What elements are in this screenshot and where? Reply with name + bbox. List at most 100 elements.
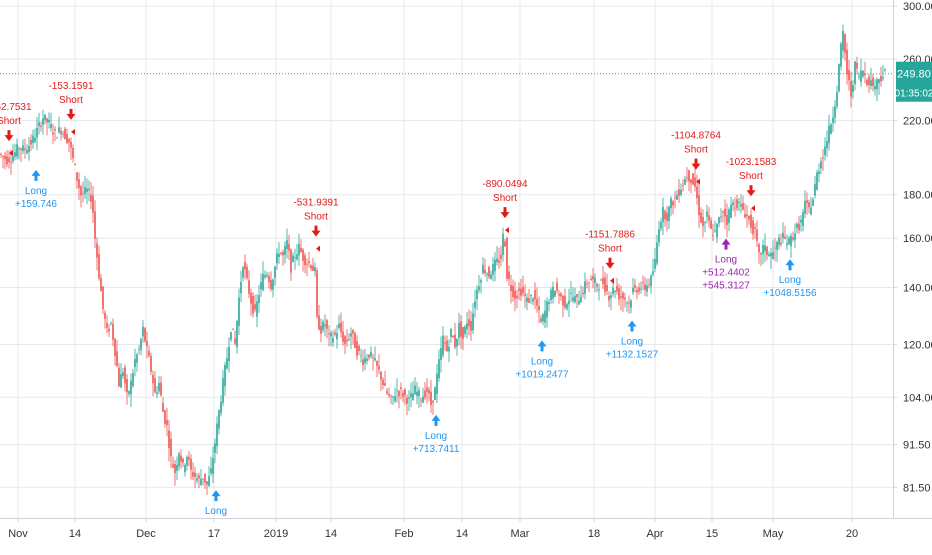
candle [234,330,236,346]
candle [846,42,848,85]
time-axis[interactable]: Nov 14 Dec 17 2019 14 Feb 14 Mar 18 Apr 15 May 20 [0,518,932,550]
candle [664,209,666,227]
candle [840,41,842,71]
signal-short: -1151.7886 Short [585,230,635,284]
signal-label: Short [304,212,328,223]
price-axis[interactable]: 300.00260.00220.00180.00160.00140.00120.… [893,0,932,550]
candle [436,363,438,404]
candle [304,252,306,274]
candle [278,242,280,264]
candle [64,126,66,140]
candle [154,371,156,394]
candle [408,390,410,412]
candle [722,210,724,223]
candle [662,197,664,236]
signal-long: Long +1048.5156 [763,259,817,299]
long-arrow-icon [31,169,41,181]
signal-label: Long [25,186,47,197]
candle [84,175,86,200]
candle [50,112,52,132]
candles [0,24,886,495]
candle [648,278,650,289]
candle [698,183,700,228]
candle [692,172,694,186]
candle [76,172,78,189]
candle [602,265,604,290]
candle [598,283,600,301]
time-tick-label: Nov [8,528,28,540]
signal-label: Long [621,336,643,347]
candle [230,331,232,343]
candle [828,114,830,151]
candle [328,325,330,347]
candle [880,66,882,87]
time-tick-label: Feb [395,528,414,540]
candle [284,241,286,264]
candle [72,144,74,163]
candle [872,73,874,92]
candle [454,322,456,350]
candle [196,473,198,484]
candle [462,326,464,350]
candle [372,353,374,371]
signal-long: Long +159.746 [15,169,57,210]
candle [446,335,448,353]
time-axis-bg [0,518,932,550]
long-arrow-icon [721,238,731,250]
candle [420,397,422,408]
candle [116,339,118,368]
candle [300,239,302,254]
candle [630,299,632,314]
short-flag-icon [696,178,700,185]
candle [208,466,210,487]
candle [252,291,254,318]
candle [812,197,814,207]
candle [678,178,680,203]
candle [530,294,532,305]
time-tick-label: 15 [706,528,718,540]
candle [214,438,216,464]
candle [186,455,188,471]
candle [400,382,402,400]
price-tick-label: 220.00 [903,116,932,128]
candle [376,360,378,378]
candle [746,205,748,228]
candle [522,275,524,297]
candle [118,362,120,387]
candle [862,69,864,79]
signal-label: -153.1591 [48,81,93,92]
candle [356,335,358,360]
candle [74,163,76,166]
candle [590,275,592,281]
short-arrow-icon [311,225,321,237]
time-tick-label: Apr [646,528,663,540]
candle [816,169,818,191]
candle [566,302,568,311]
candle [272,278,274,298]
candle [136,352,138,372]
candle [290,248,292,281]
candle [94,200,96,249]
candle [184,463,186,477]
candle [352,329,354,345]
candle [494,252,496,282]
candle [774,238,776,262]
candle [742,195,744,211]
candle [686,167,688,183]
candle [22,139,24,155]
candle [426,378,428,404]
price-tick-label: 120.00 [903,339,932,351]
candle [46,117,48,136]
signal-label: +713.7411 [413,444,460,455]
signal-short: -1023.1583 Short [726,157,777,212]
candle [626,300,628,312]
candle [486,271,488,282]
candle [792,231,794,243]
candle [100,273,102,292]
candle [288,234,290,260]
candle [14,143,16,161]
candle [850,71,852,108]
candle [286,228,288,259]
